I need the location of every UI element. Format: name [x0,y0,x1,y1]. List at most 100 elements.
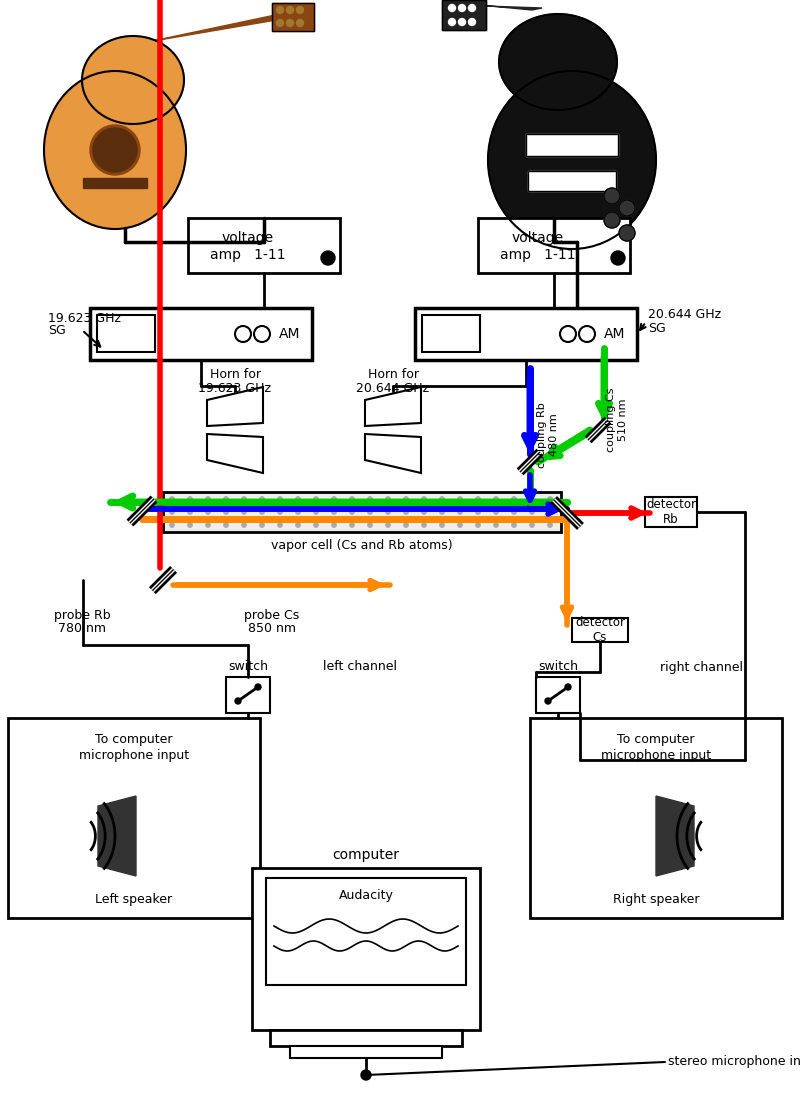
Bar [572,618,628,642]
Bar [526,134,618,156]
Text: microphone input: microphone input [79,749,189,762]
Text: left channel: left channel [323,660,397,673]
Bar [270,1030,462,1046]
Circle shape [604,188,620,204]
Text: right channel: right channel [660,660,743,673]
Circle shape [314,522,318,527]
Text: amp   1-11: amp 1-11 [210,248,286,262]
Circle shape [350,522,354,527]
Text: detector
Rb: detector Rb [646,498,696,526]
Bar [83,178,147,188]
Text: stereo microphone input: stereo microphone input [668,1056,800,1069]
Circle shape [224,522,228,527]
Polygon shape [207,434,263,473]
Ellipse shape [499,14,617,110]
Bar [415,308,637,360]
Circle shape [296,509,300,514]
Circle shape [224,497,228,502]
Bar [442,0,486,30]
Polygon shape [365,434,421,473]
Text: 780 nm: 780 nm [58,622,106,635]
Text: 19.623 GHz: 19.623 GHz [48,312,121,325]
Circle shape [458,497,462,502]
Circle shape [404,522,408,527]
Circle shape [476,522,480,527]
Circle shape [278,497,282,502]
Polygon shape [207,387,263,426]
Text: To computer: To computer [95,733,173,747]
Text: 20.644 GHz: 20.644 GHz [357,381,430,395]
Circle shape [255,684,261,690]
Polygon shape [365,387,421,426]
Circle shape [368,509,372,514]
Text: switch: switch [538,660,578,673]
Circle shape [404,509,408,514]
Circle shape [458,522,462,527]
Circle shape [476,509,480,514]
Bar [163,492,561,532]
Circle shape [422,522,426,527]
Circle shape [296,497,300,502]
Text: 850 nm: 850 nm [248,622,296,635]
Circle shape [242,522,246,527]
Text: microphone input: microphone input [601,749,711,762]
Circle shape [476,497,480,502]
Polygon shape [448,2,542,10]
Text: coupling Rb
480 nm: coupling Rb 480 nm [538,402,558,468]
Circle shape [224,509,228,514]
Circle shape [332,522,336,527]
Circle shape [512,522,516,527]
Circle shape [530,497,534,502]
Polygon shape [656,796,694,875]
Circle shape [170,509,174,514]
Bar [163,492,561,532]
Bar [188,218,340,273]
Circle shape [350,509,354,514]
Circle shape [386,509,390,514]
Circle shape [260,497,264,502]
Circle shape [449,4,455,12]
Bar [252,868,480,1030]
Circle shape [512,509,516,514]
Text: voltage: voltage [512,231,564,245]
Bar [442,0,486,30]
Circle shape [206,497,210,502]
Text: probe Rb: probe Rb [54,610,110,623]
Circle shape [449,19,455,25]
Circle shape [469,4,475,12]
Circle shape [494,522,498,527]
Bar [272,3,314,31]
Bar [90,308,312,360]
Circle shape [494,497,498,502]
Circle shape [548,509,552,514]
Circle shape [611,251,625,265]
Circle shape [440,497,444,502]
Circle shape [565,684,571,690]
Circle shape [170,522,174,527]
Ellipse shape [82,36,184,124]
Circle shape [548,522,552,527]
Circle shape [286,7,294,13]
Circle shape [619,225,635,240]
Text: detector
Cs: detector Cs [575,616,625,644]
Circle shape [458,509,462,514]
Circle shape [297,20,303,26]
Bar [528,171,616,191]
Polygon shape [98,796,136,875]
Circle shape [296,522,300,527]
Circle shape [386,497,390,502]
Bar [73,102,157,160]
Bar [478,218,630,273]
Circle shape [188,522,192,527]
Circle shape [458,4,466,12]
Text: Right speaker: Right speaker [613,893,699,906]
Text: 19.623 GHz: 19.623 GHz [198,381,271,395]
Circle shape [260,522,264,527]
Circle shape [314,497,318,502]
Circle shape [235,698,241,704]
Bar [526,134,618,156]
Circle shape [188,497,192,502]
Text: probe Cs: probe Cs [244,610,300,623]
Circle shape [206,509,210,514]
Bar [528,171,616,191]
